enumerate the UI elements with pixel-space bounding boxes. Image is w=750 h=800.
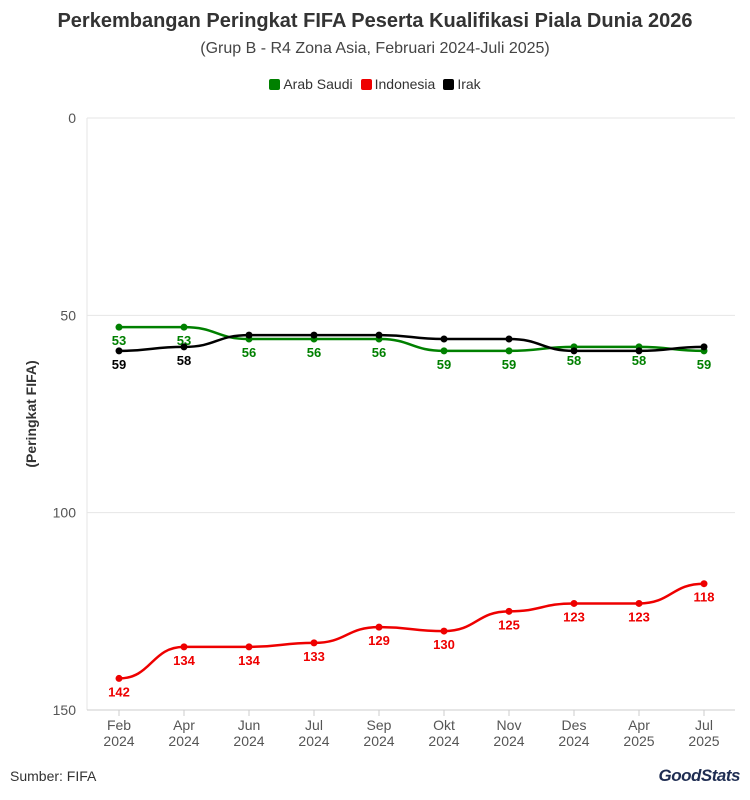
legend-swatch [443, 78, 455, 90]
data-point [635, 347, 643, 355]
legend-item-irak[interactable]: Irak [443, 76, 481, 92]
x-tick-label: 2024 [428, 733, 459, 749]
data-label: 134 [238, 653, 260, 668]
source-note: Sumber: FIFA [10, 768, 97, 784]
data-label: 58 [632, 353, 646, 368]
data-point [375, 623, 383, 631]
x-tick-label: Nov [497, 717, 522, 733]
data-label: 125 [498, 617, 520, 632]
x-tick-label: 2024 [558, 733, 589, 749]
x-tick-label: Feb [107, 717, 131, 733]
x-tick-label: Jul [695, 717, 713, 733]
x-tick-label: Sep [367, 717, 392, 733]
data-point [700, 580, 708, 588]
data-point [180, 643, 188, 651]
legend-label: Indonesia [374, 76, 436, 92]
x-tick-label: 2024 [298, 733, 329, 749]
data-label: 118 [694, 590, 715, 605]
data-label: 133 [303, 649, 325, 664]
data-label: 129 [368, 633, 390, 648]
x-tick-label: Apr [628, 717, 650, 733]
data-point [245, 331, 253, 339]
x-tick-label: 2024 [103, 733, 134, 749]
data-point [375, 331, 383, 339]
x-tick-label: 2024 [233, 733, 264, 749]
x-tick-label: 2024 [168, 733, 199, 749]
data-point [440, 627, 448, 635]
x-tick-label: Jun [238, 717, 261, 733]
x-tick-label: Jul [305, 717, 323, 733]
data-point [180, 343, 188, 351]
x-tick-label: Okt [433, 717, 455, 733]
data-point [115, 674, 123, 682]
data-label: 123 [628, 609, 650, 624]
data-point [505, 347, 513, 355]
data-point [440, 347, 448, 355]
data-label: 58 [567, 353, 581, 368]
data-point [440, 335, 448, 343]
data-point [570, 347, 578, 355]
x-tick-label: Des [562, 717, 587, 733]
data-label: 56 [372, 345, 386, 360]
chart-subtitle: (Grup B - R4 Zona Asia, Februari 2024-Ju… [200, 40, 550, 57]
data-point [245, 643, 253, 651]
data-point [505, 607, 513, 615]
legend-label: Arab Saudi [283, 76, 353, 92]
legend-swatch [360, 78, 372, 90]
y-axis-title: (Peringkat FIFA) [23, 360, 39, 467]
x-tick-label: 2025 [623, 733, 654, 749]
data-label: 59 [437, 357, 451, 372]
legend-item-indonesia[interactable]: Indonesia [360, 76, 436, 92]
data-point [310, 331, 318, 339]
data-label: 53 [177, 333, 191, 348]
x-tick-label: Apr [173, 717, 195, 733]
y-tick-label: 0 [68, 110, 76, 126]
data-point [570, 599, 578, 607]
data-point [505, 335, 513, 343]
brand-logo: GoodStats [658, 766, 741, 785]
data-label: 59 [112, 357, 126, 372]
chart-legend: Arab Saudi Indonesia Irak [0, 76, 750, 92]
data-point [635, 599, 643, 607]
data-label: 130 [433, 637, 455, 652]
data-point [700, 343, 708, 351]
chart-title: Perkembangan Peringkat FIFA Peserta Kual… [57, 10, 693, 32]
data-point [180, 323, 188, 331]
data-point [115, 323, 123, 331]
y-tick-label: 100 [53, 505, 77, 521]
data-label: 123 [563, 609, 585, 624]
data-label: 59 [697, 357, 711, 372]
data-label: 56 [307, 345, 321, 360]
series-line-irak [118, 333, 705, 353]
data-label: 142 [108, 684, 130, 699]
data-label: 134 [173, 653, 195, 668]
data-point [310, 639, 318, 647]
legend-label: Irak [457, 76, 481, 92]
x-tick-label: 2025 [688, 733, 719, 749]
data-label: 53 [112, 333, 126, 348]
data-label: 56 [242, 345, 256, 360]
series-line-arab-saudi [119, 325, 705, 353]
y-tick-label: 50 [60, 307, 76, 323]
x-tick-label: 2024 [493, 733, 524, 749]
x-tick-label: 2024 [363, 733, 394, 749]
series-line-indonesia [118, 582, 705, 680]
legend-swatch [269, 78, 281, 90]
data-label: 58 [177, 353, 191, 368]
legend-item-arab-saudi[interactable]: Arab Saudi [269, 76, 353, 92]
data-label: 59 [502, 357, 516, 372]
data-point [115, 347, 123, 355]
y-tick-label: 150 [53, 702, 77, 718]
